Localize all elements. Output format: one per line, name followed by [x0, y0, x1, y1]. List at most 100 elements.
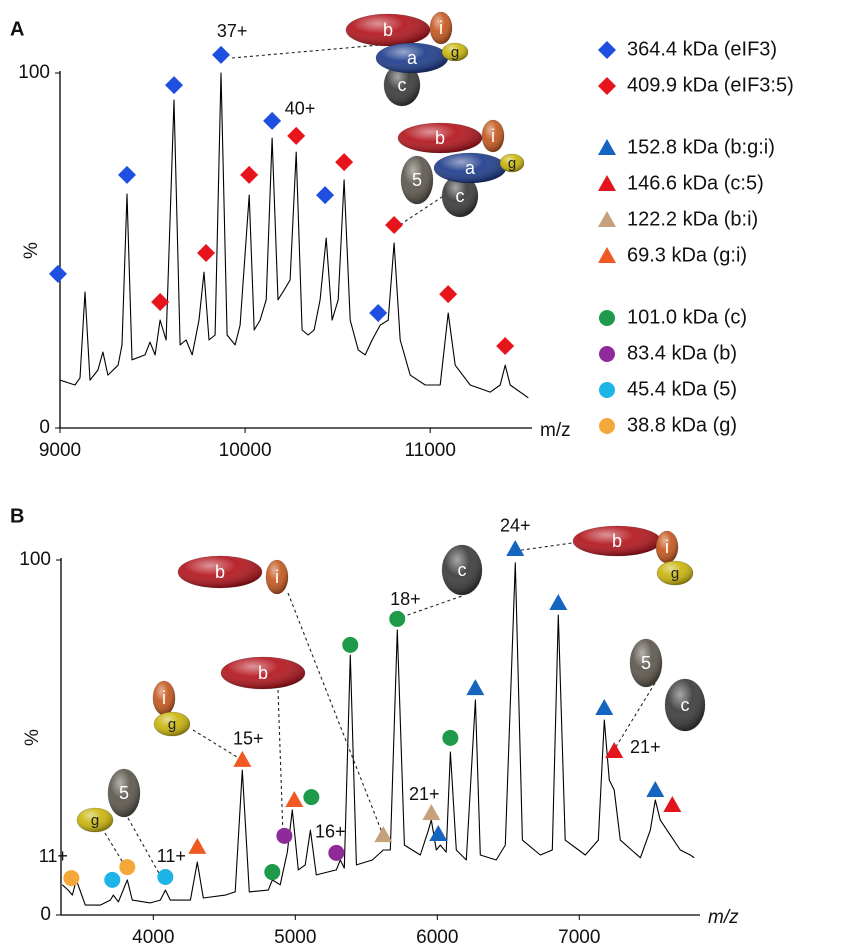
subunit-shading: [154, 712, 190, 736]
y-tick-label: 0: [40, 904, 51, 925]
spectrum: [59, 72, 529, 399]
subunit-shading: [153, 681, 175, 715]
subunit-shading: [401, 156, 433, 204]
triangle-marker: [506, 539, 525, 556]
charge-label: 40+: [285, 99, 316, 119]
leader-line: [104, 832, 126, 867]
complex-cartoon: c: [441, 544, 483, 596]
triangle-marker: [663, 795, 682, 812]
subunit-shading: [665, 679, 705, 731]
charge-label: 18+: [390, 589, 421, 609]
circle-marker: [63, 870, 80, 887]
triangle-marker: [188, 837, 207, 854]
subunit-shading: [442, 545, 482, 595]
circle-marker: [442, 729, 459, 746]
leader-line: [394, 194, 446, 229]
legend-marker: [598, 247, 616, 263]
legend-label: 122.2 kDa (b:i): [627, 208, 758, 230]
subunit-label: g: [91, 812, 99, 829]
diamond-marker: [263, 111, 282, 130]
subunit-shading: [573, 526, 661, 556]
legend-label: 101.0 kDa (c): [627, 306, 747, 328]
legend-label: 38.8 kDa (g): [627, 414, 737, 436]
panel-label: A: [10, 18, 24, 40]
subunit-label: i: [162, 688, 166, 708]
diamond-marker: [197, 243, 216, 262]
charge-label: 21+: [409, 784, 440, 804]
x-tick-label: 7000: [558, 927, 600, 947]
diamond-marker: [335, 153, 354, 172]
leader-line: [277, 689, 284, 836]
x-tick-label: 9000: [39, 440, 81, 461]
subunit-shading: [221, 657, 305, 689]
triangle-marker: [466, 679, 485, 696]
y-tick-label: 100: [18, 62, 50, 83]
circle-marker: [389, 610, 406, 627]
subunit-label: i: [665, 537, 669, 557]
subunit-label: c: [456, 186, 465, 206]
y-axis-label: %: [21, 242, 42, 259]
x-tick-label: 6000: [416, 927, 458, 947]
triangle-marker: [646, 781, 665, 798]
subunit-label: c: [681, 695, 690, 715]
charge-label: 37+: [217, 21, 248, 41]
leader-line: [231, 44, 381, 59]
diamond-marker: [212, 45, 231, 64]
triangle-marker: [233, 750, 252, 767]
legend-label: 152.8 kDa (b:g:i): [627, 136, 775, 158]
triangle-marker: [605, 741, 624, 758]
triangle-marker: [285, 790, 304, 807]
triangle-marker: [422, 804, 441, 821]
circle-marker: [328, 844, 345, 861]
leader-line: [514, 542, 573, 552]
leader-line: [613, 682, 656, 751]
charge-label: 24+: [500, 516, 531, 536]
subunit-label: b: [215, 562, 225, 582]
subunit-shading: [77, 808, 113, 832]
legend-label: 69.3 kDa (g:i): [627, 244, 747, 266]
subunit-shading: [442, 175, 478, 217]
diamond-marker: [48, 264, 67, 283]
subunit-shading: [384, 64, 420, 106]
legend-label: 146.6 kDa (c:5): [627, 172, 764, 194]
circle-marker: [119, 859, 136, 876]
subunit-label: c: [458, 560, 467, 580]
y-tick-label: 100: [19, 549, 51, 570]
subunit-shading: [376, 43, 448, 73]
diamond-marker: [369, 303, 388, 322]
legend-marker: [599, 382, 615, 398]
x-axis-label: m/z: [708, 907, 739, 928]
subunit-shading: [346, 14, 430, 46]
subunit-shading: [482, 120, 504, 152]
leader-line: [401, 595, 463, 618]
leader-line: [287, 592, 384, 836]
subunit-shading: [434, 153, 506, 183]
subunit-shading: [266, 560, 288, 594]
subunit-label: 5: [641, 653, 651, 673]
panel-label: B: [10, 505, 24, 527]
complex-cartoon: c 5 b ia g: [397, 119, 525, 218]
subunit-label: i: [439, 18, 443, 38]
circle-marker: [276, 827, 293, 844]
diamond-marker: [240, 165, 259, 184]
x-axis-label: m/z: [540, 420, 571, 441]
legend-marker: [598, 211, 616, 227]
leader-line: [127, 817, 161, 876]
complex-cartoon: b ig: [572, 525, 694, 586]
legend-marker: [598, 175, 616, 191]
circle-marker: [157, 869, 174, 886]
subunit-label: a: [407, 48, 418, 68]
legend-marker: [598, 139, 616, 155]
subunit-shading: [430, 12, 452, 44]
subunit-label: b: [258, 663, 268, 683]
legend-marker: [599, 346, 615, 362]
subunit-label: g: [508, 155, 516, 172]
x-tick-label: 5000: [274, 927, 316, 947]
legend-marker: [598, 41, 616, 59]
subunit-shading: [398, 123, 482, 153]
x-tick-label: 4000: [132, 927, 174, 947]
subunit-label: 5: [119, 783, 129, 803]
subunit-shading: [657, 561, 693, 585]
x-tick-label: 10000: [219, 440, 272, 461]
